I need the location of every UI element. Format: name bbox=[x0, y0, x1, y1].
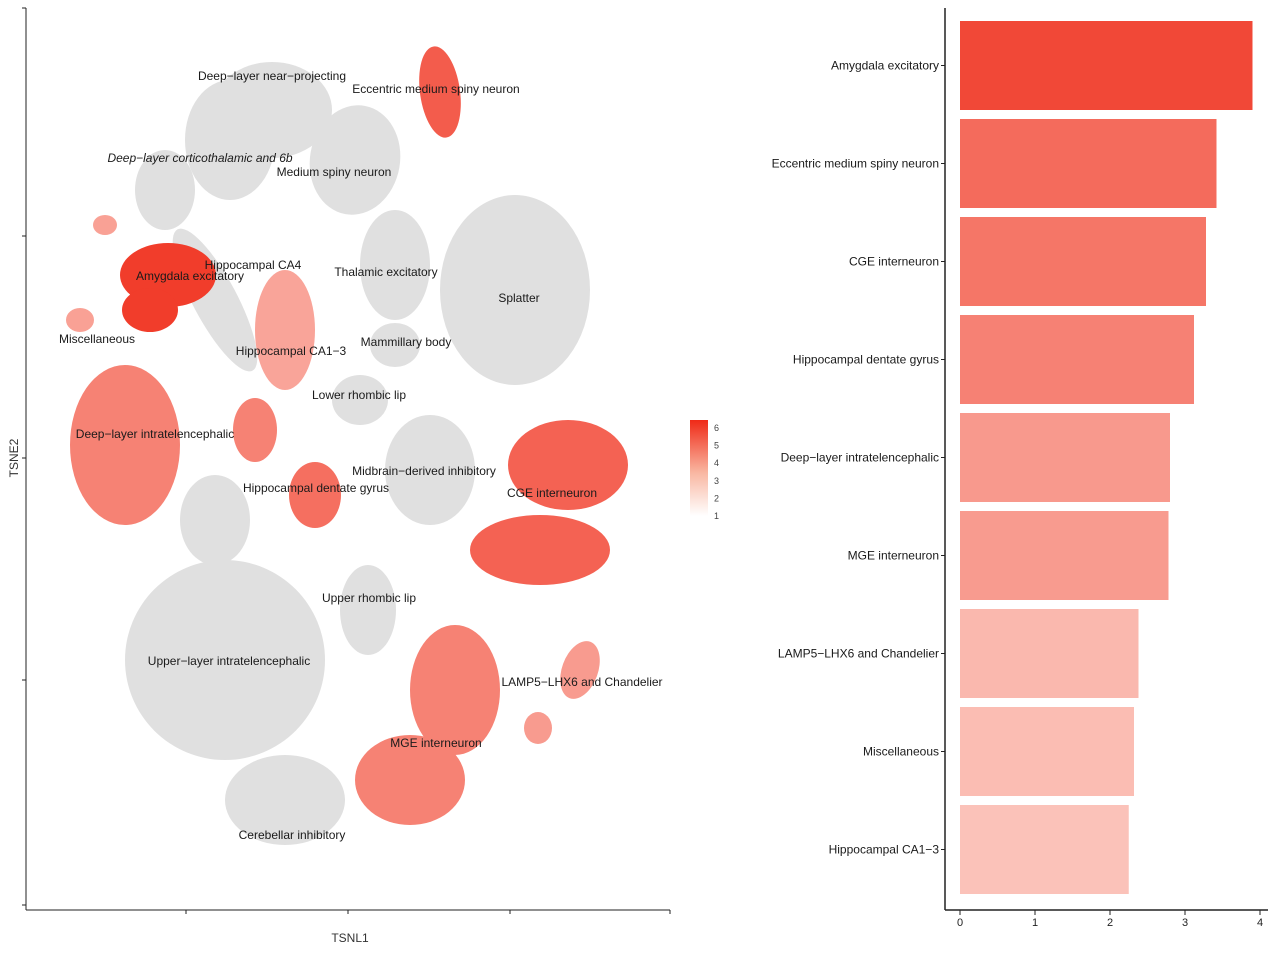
legend-tick-label: 1 bbox=[714, 511, 719, 521]
bar bbox=[960, 511, 1169, 600]
bar-x-tick-label: 1 bbox=[1032, 917, 1038, 929]
cluster-label: Splatter bbox=[498, 291, 539, 305]
cluster-blob bbox=[233, 398, 277, 462]
tsne-panel: Deep−layer near−projecting Eccentric medi… bbox=[7, 7, 671, 945]
bar bbox=[960, 315, 1194, 404]
cluster-label: MGE interneuron bbox=[390, 736, 481, 750]
cluster-label: CGE interneuron bbox=[507, 486, 597, 500]
cluster-blob bbox=[255, 270, 315, 390]
bar-panel: Amygdala excitatory Eccentric medium spin… bbox=[772, 8, 1268, 929]
cluster-label: Eccentric medium spiny neuron bbox=[352, 82, 519, 96]
cluster-label: Thalamic excitatory bbox=[334, 265, 437, 279]
cluster-blob bbox=[385, 415, 475, 525]
bar bbox=[960, 413, 1170, 502]
cluster-blob bbox=[508, 420, 628, 510]
bar bbox=[960, 805, 1129, 894]
cluster-label: Upper−layer intratelencephalic bbox=[148, 654, 310, 668]
bars bbox=[960, 21, 1253, 894]
cluster-label: LAMP5−LHX6 and Chandelier bbox=[501, 675, 662, 689]
cluster-blob bbox=[560, 641, 600, 699]
bar-category-label: Eccentric medium spiny neuron bbox=[772, 157, 939, 171]
legend-tick-label: 3 bbox=[714, 476, 719, 486]
cluster-label: Amygdala excitatory bbox=[136, 269, 244, 283]
cluster-label: Mammillary body bbox=[361, 335, 452, 349]
bar-category-label: Deep−layer intratelencephalic bbox=[781, 451, 939, 465]
cluster-blob bbox=[225, 755, 345, 845]
cluster-blob bbox=[135, 150, 195, 230]
tsne-y-axis-title: TSNE2 bbox=[7, 438, 21, 477]
bar-category-label: Hippocampal dentate gyrus bbox=[793, 353, 939, 367]
cluster-blob bbox=[122, 288, 178, 332]
cluster-label: Hippocampal CA4 bbox=[205, 258, 302, 272]
cluster-blob bbox=[440, 195, 590, 385]
bar-x-tick-label: 0 bbox=[957, 917, 963, 929]
tsne-x-axis-title: TSNL1 bbox=[331, 931, 369, 945]
cluster-blob bbox=[410, 625, 500, 755]
cluster-label: Lower rhombic lip bbox=[312, 388, 406, 402]
color-legend: 6 5 4 3 2 1 bbox=[690, 420, 719, 521]
cluster-label: Hippocampal dentate gyrus bbox=[243, 481, 389, 495]
cluster-label: Deep−layer corticothalamic and 6b bbox=[107, 151, 292, 165]
legend-colorbar bbox=[690, 420, 708, 516]
legend-tick-label: 2 bbox=[714, 493, 719, 503]
cluster-blob bbox=[370, 323, 420, 367]
bar-x-tick-label: 4 bbox=[1257, 917, 1263, 929]
cluster-blob bbox=[332, 375, 388, 425]
tsne-x-ticks bbox=[185, 910, 671, 914]
tsne-y-ticks bbox=[22, 7, 26, 906]
bar-category-label: Hippocampal CA1−3 bbox=[829, 843, 940, 857]
cluster-blob bbox=[66, 308, 94, 332]
cluster-blob bbox=[289, 462, 341, 528]
cluster-blob bbox=[470, 515, 610, 585]
cluster-label: Midbrain−derived inhibitory bbox=[352, 464, 496, 478]
bar bbox=[960, 609, 1139, 698]
cluster-blob bbox=[70, 365, 180, 525]
tsne-labels: Deep−layer near−projecting Eccentric medi… bbox=[59, 69, 663, 842]
bar bbox=[960, 707, 1134, 796]
bar-category-label: Miscellaneous bbox=[863, 745, 939, 759]
bar-category-label: CGE interneuron bbox=[849, 255, 939, 269]
cluster-blob bbox=[309, 105, 401, 215]
cluster-blob bbox=[360, 210, 430, 320]
cluster-blob bbox=[355, 735, 465, 825]
bar-x-ticks: 0 1 2 3 4 bbox=[957, 910, 1263, 929]
cluster-label: Miscellaneous bbox=[59, 332, 135, 346]
bar-category-label: Amygdala excitatory bbox=[831, 59, 939, 73]
cluster-label: Deep−layer near−projecting bbox=[198, 69, 346, 83]
cluster-blob bbox=[180, 475, 250, 565]
bar bbox=[960, 21, 1253, 110]
cluster-blob bbox=[185, 80, 275, 200]
bar-category-label: LAMP5−LHX6 and Chandelier bbox=[778, 647, 939, 661]
legend-ticks: 6 5 4 3 2 1 bbox=[714, 423, 719, 521]
bar-category-labels: Amygdala excitatory Eccentric medium spin… bbox=[772, 59, 945, 857]
cluster-blob bbox=[125, 560, 325, 760]
cluster-blob bbox=[93, 215, 117, 235]
cluster-blob bbox=[524, 712, 552, 744]
cluster-label: Upper rhombic lip bbox=[322, 591, 416, 605]
cluster-label: Medium spiny neuron bbox=[277, 165, 392, 179]
cluster-label: Deep−layer intratelencephalic bbox=[76, 427, 234, 441]
cluster-label: Cerebellar inhibitory bbox=[239, 828, 346, 842]
legend-tick-label: 5 bbox=[714, 441, 719, 451]
bar bbox=[960, 119, 1217, 208]
tsne-clusters bbox=[66, 46, 628, 845]
bar-x-tick-label: 2 bbox=[1107, 917, 1113, 929]
cluster-blob bbox=[419, 46, 461, 138]
legend-tick-label: 4 bbox=[714, 458, 719, 468]
legend-tick-label: 6 bbox=[714, 423, 719, 433]
bar bbox=[960, 217, 1206, 306]
cluster-label: Hippocampal CA1−3 bbox=[236, 344, 347, 358]
bar-x-tick-label: 3 bbox=[1182, 917, 1188, 929]
bar-category-label: MGE interneuron bbox=[848, 549, 939, 563]
cluster-blob bbox=[340, 565, 396, 655]
